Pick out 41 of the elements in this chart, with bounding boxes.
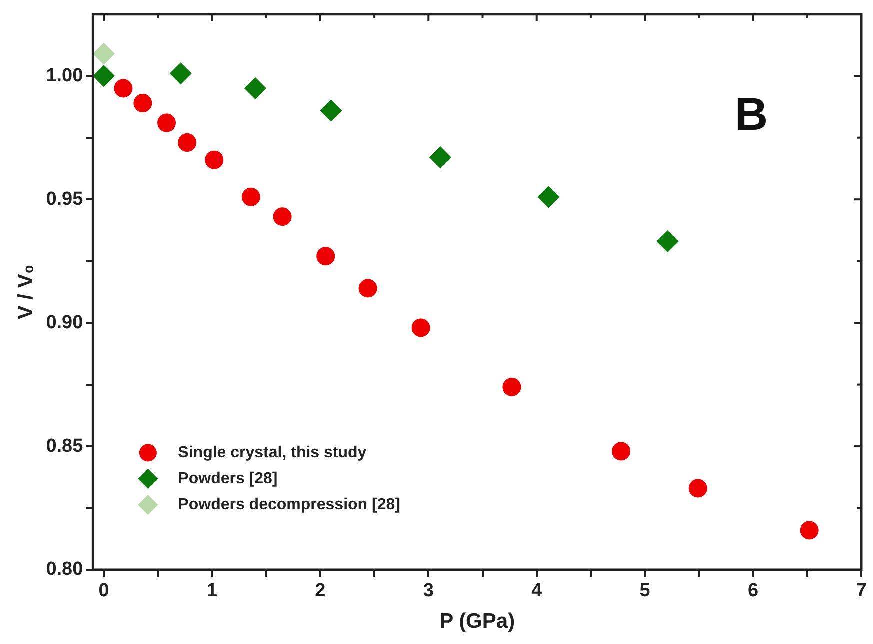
- y-tick-label: 0.85: [46, 436, 84, 457]
- point: [170, 62, 192, 84]
- point: [114, 79, 133, 98]
- point: [316, 247, 336, 266]
- x-tick-label: 1: [206, 580, 218, 602]
- point: [205, 150, 224, 170]
- x-axis-title: P (GPa): [440, 610, 516, 634]
- point: [242, 188, 260, 206]
- y-tick-label: 0.90: [46, 312, 84, 334]
- x-tick-label: 7: [856, 580, 867, 602]
- point: [273, 208, 292, 226]
- x-tick-label: 5: [640, 580, 651, 602]
- y-axis-title: V / V₀: [14, 264, 38, 320]
- point: [612, 442, 631, 461]
- point: [93, 65, 115, 87]
- legend-label: Powders decompression [28]: [178, 496, 400, 514]
- point: [134, 94, 152, 113]
- point: [538, 186, 560, 208]
- annotation: B: [734, 88, 768, 140]
- legend-label: Single crystal, this study: [178, 444, 367, 462]
- x-tick-label: 4: [532, 580, 543, 602]
- point: [358, 279, 378, 298]
- point: [320, 100, 342, 122]
- point: [178, 134, 197, 152]
- x-tick-label: 6: [748, 580, 759, 602]
- x-tick-label: 2: [315, 580, 326, 602]
- point: [158, 114, 176, 132]
- point: [93, 43, 115, 65]
- point: [688, 479, 708, 498]
- x-tick-label: 0: [98, 580, 110, 602]
- y-tick-label: 0.80: [46, 559, 84, 580]
- y-tick-label: 0.95: [46, 188, 84, 210]
- point: [244, 78, 266, 100]
- point: [800, 521, 819, 540]
- point: [657, 230, 679, 252]
- y-tick-label: 1.00: [46, 65, 84, 86]
- point: [430, 146, 452, 168]
- legend-label: Powders [28]: [178, 470, 278, 488]
- point: [412, 318, 430, 338]
- point: [502, 378, 522, 397]
- x-tick-label: 3: [423, 580, 434, 602]
